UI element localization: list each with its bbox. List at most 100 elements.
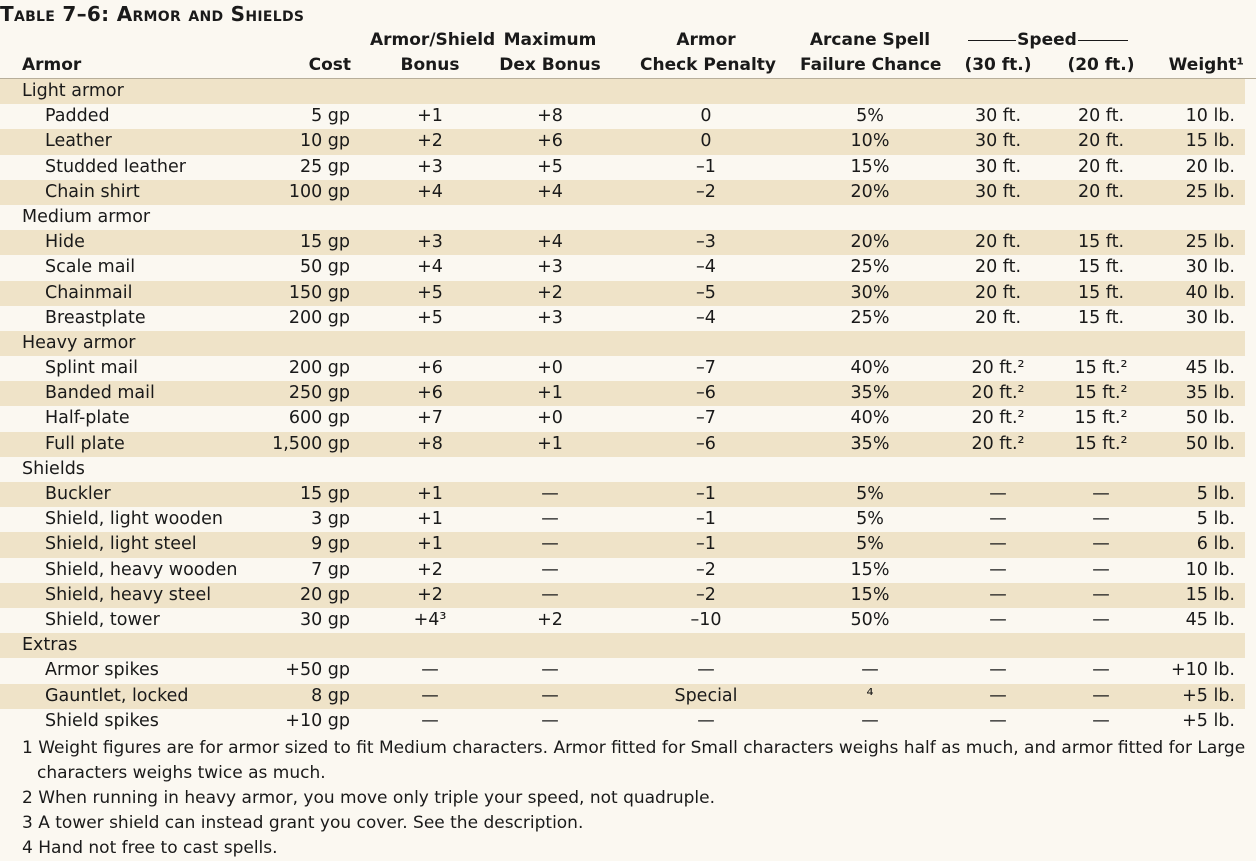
cell-s30: —: [989, 710, 1007, 731]
cell-s20: 15 ft.²: [1074, 358, 1128, 379]
cell-wt: 6 lb.: [1196, 534, 1235, 555]
cell-name: Full plate: [45, 433, 125, 454]
table-row: Shield, light steel 9 gp +1 — –1 5% — — 6 lb.: [0, 532, 1245, 558]
cell-s30: 30 ft.: [974, 106, 1022, 127]
cell-s20: —: [1092, 509, 1110, 530]
cell-asf: 50%: [850, 609, 890, 630]
cell-acp: –5: [696, 282, 716, 303]
cell-acp: —: [697, 660, 715, 681]
table-body: Light armor Padded 5 gp +1 +8 0 5% 30 ft. 20 ft.…: [0, 79, 1256, 734]
cell-acp: –6: [696, 383, 716, 404]
cell-wt: 30 lb.: [1185, 307, 1235, 328]
table-row: Leather 10 gp +2 +6 0 10% 30 ft. 20 ft. 15 lb.: [0, 129, 1245, 155]
cell-bonus: +4³: [413, 609, 447, 630]
cell-acp: –6: [696, 433, 716, 454]
cell-s30: 20 ft.²: [971, 383, 1025, 404]
section-row: Light armor: [0, 79, 1245, 105]
cell-dex: +4: [537, 181, 563, 202]
cell-s30: —: [989, 534, 1007, 555]
cell-s20: 20 ft.: [1077, 156, 1125, 177]
header-acp: Armor Check Penalty: [640, 28, 776, 78]
cell-bonus: +6: [417, 383, 443, 404]
cell-cost: 1,500 gp: [272, 433, 350, 454]
cell-s20: 15 ft.: [1077, 282, 1125, 303]
table-row: Chain shirt 100 gp +4 +4 –2 20% 30 ft. 20 ft. 25…: [0, 179, 1245, 205]
cell-name: Scale mail: [45, 257, 136, 278]
cell-dex: —: [541, 710, 559, 731]
cell-name: Padded: [45, 106, 110, 127]
table-row: Shield, heavy steel 20 gp +2 — –2 15% — — 15 lb.: [0, 582, 1245, 608]
cell-dex: +1: [537, 433, 563, 454]
cell-wt: 35 lb.: [1185, 383, 1235, 404]
cell-asf: 20%: [850, 232, 890, 253]
cell-cost: 10 gp: [299, 131, 350, 152]
cell-wt: 25 lb.: [1185, 181, 1235, 202]
cell-asf: 5%: [856, 534, 884, 555]
header-speed-20: (20 ft.): [1067, 55, 1135, 75]
cell-acp: –10: [690, 609, 722, 630]
cell-bonus: +2: [417, 584, 443, 605]
cell-bonus: +4: [417, 257, 443, 278]
cell-wt: 40 lb.: [1185, 282, 1235, 303]
cell-asf: —: [861, 710, 879, 731]
cell-acp: –4: [696, 307, 716, 328]
table-row: Armor spikes +50 gp — — — — — — +10 lb.: [0, 658, 1245, 683]
cell-s20: —: [1092, 584, 1110, 605]
cell-wt: 45 lb.: [1185, 609, 1235, 630]
cell-acp: 0: [700, 131, 712, 152]
cell-name: Gauntlet, locked: [45, 685, 189, 706]
table-title: Table 7–6: Armor and Shields: [0, 2, 305, 26]
cell-s20: 15 ft.: [1077, 257, 1125, 278]
section-row: Heavy armor: [0, 330, 1245, 357]
cell-name: Leather: [45, 131, 112, 152]
cell-name: Shield, tower: [45, 609, 160, 630]
footnote: 4 Hand not free to cast spells.: [22, 838, 278, 858]
cell-dex: +1: [537, 383, 563, 404]
cell-name: Chainmail: [45, 282, 133, 303]
cell-s20: 20 ft.: [1077, 131, 1125, 152]
cell-acp: –7: [696, 358, 716, 379]
cell-acp: Special: [674, 685, 738, 706]
footnote: 2 When running in heavy armor, you move …: [22, 788, 715, 808]
cell-asf: 15%: [850, 156, 890, 177]
cell-s30: —: [989, 484, 1007, 504]
table-row: Shield spikes +10 gp — — — — — — +5 lb.: [0, 709, 1245, 734]
cell-s30: 20 ft.²: [971, 408, 1025, 429]
cell-bonus: +4: [417, 181, 443, 202]
cell-acp: –1: [696, 509, 716, 530]
cell-wt: +10 lb.: [1170, 660, 1235, 681]
cell-asf: 40%: [850, 408, 890, 429]
cell-bonus: +1: [417, 484, 443, 504]
cell-wt: +5 lb.: [1182, 710, 1235, 731]
table-row: Buckler 15 gp +1 — –1 5% — — 5 lb.: [0, 482, 1245, 508]
cell-cost: 15 gp: [299, 484, 350, 504]
cell-dex: +2: [537, 282, 563, 303]
cell-bonus: +2: [417, 131, 443, 152]
cell-s30: —: [989, 509, 1007, 530]
cell-wt: 10 lb.: [1185, 559, 1235, 580]
header-bonus-line2: Bonus: [400, 55, 460, 75]
cell-name: Shield, light wooden: [45, 509, 223, 530]
cell-acp: –1: [696, 534, 716, 555]
cell-dex: +3: [537, 257, 563, 278]
cell-acp: –3: [696, 232, 716, 253]
cell-asf: 25%: [850, 257, 890, 278]
cell-dex: —: [541, 660, 559, 681]
table-row: Shield, heavy wooden 7 gp +2 — –2 15% — — 10 lb.: [0, 558, 1245, 583]
cell-cost: 200 gp: [288, 307, 350, 328]
cell-acp: —: [697, 710, 715, 731]
header-acp-line1: Armor: [676, 30, 736, 50]
cell-s20: —: [1092, 685, 1110, 706]
footnote: 3 A tower shield can instead grant you c…: [22, 813, 584, 833]
header-dex: Maximum Dex Bonus: [495, 28, 605, 78]
footnote: 1 Weight figures are for armor sized to …: [22, 738, 1246, 758]
cell-bonus: —: [421, 710, 439, 731]
cell-dex: —: [541, 484, 559, 504]
cell-dex: +0: [537, 408, 563, 429]
cell-bonus: +5: [417, 282, 443, 303]
cell-asf: 25%: [850, 307, 890, 328]
cell-name: Shield, light steel: [45, 534, 197, 555]
cell-cost: 25 gp: [299, 156, 350, 177]
header-divider: [0, 78, 1256, 79]
